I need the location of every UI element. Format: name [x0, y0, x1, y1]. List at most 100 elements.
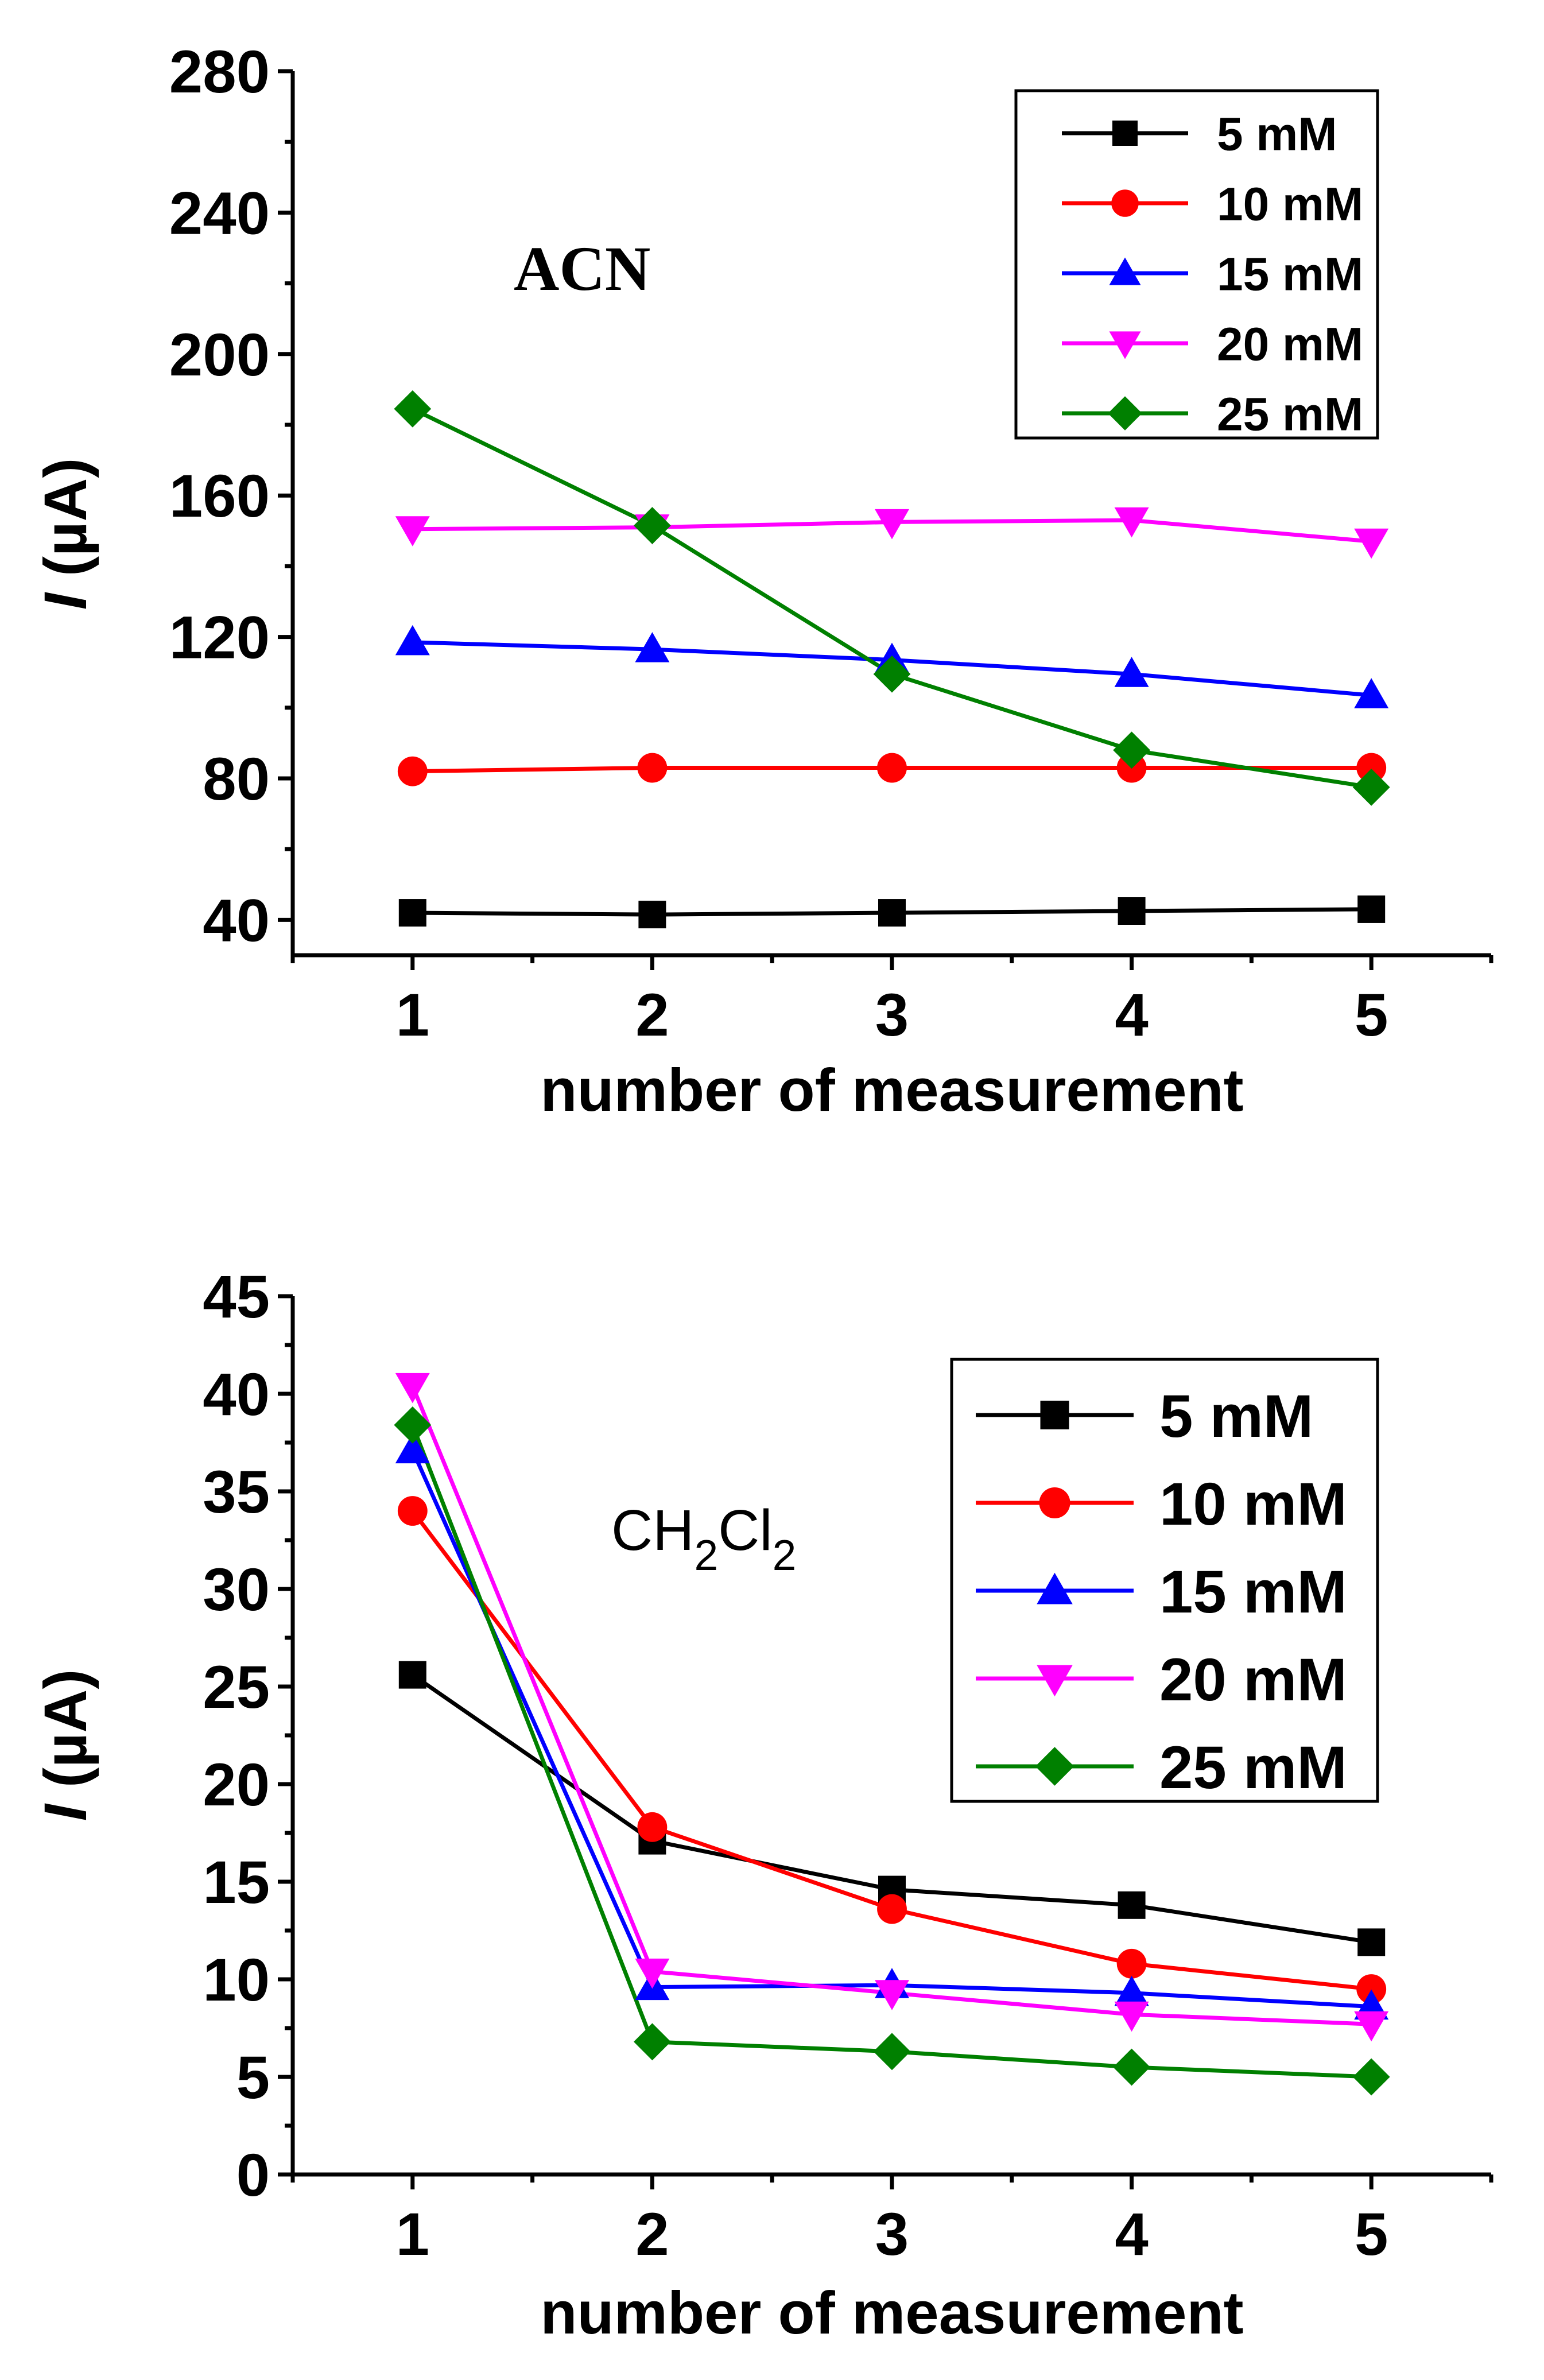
data-point [637, 1812, 668, 1842]
y-ticks: 0 5 10 15 20 25 30 35 40 45 [203, 1263, 293, 2209]
series-group [394, 1373, 1390, 2096]
legend: 5 mM 10 mM 15 mM 20 mM 25 mM [1014, 89, 1379, 441]
legend-label: 10 mM [1217, 179, 1363, 231]
legend-box [1014, 89, 1379, 440]
legend-marker [1039, 1487, 1070, 1518]
data-point [875, 509, 909, 540]
y-tick-label: 30 [203, 1556, 270, 1623]
legend-label: 10 mM [1159, 1471, 1347, 1538]
data-point [1113, 731, 1150, 769]
y-tick-label: 15 [203, 1849, 270, 1916]
data-point [1357, 1928, 1386, 1956]
y-tick-label: 0 [236, 2142, 270, 2209]
data-point [397, 756, 428, 786]
legend: 5 mM 10 mM 15 mM 20 mM 25 mM [950, 1358, 1379, 1803]
x-tick-label: 3 [875, 2201, 909, 2268]
data-point [873, 655, 911, 693]
y-tick-label: 10 [203, 1947, 270, 2014]
y-axis-title-symbol: I [32, 1803, 99, 1821]
data-point [634, 2023, 671, 2061]
x-tick-label: 5 [1355, 2201, 1388, 2268]
legend-label: 5 mM [1217, 108, 1337, 161]
y-tick-label: 40 [203, 1361, 270, 1428]
data-point [878, 899, 906, 927]
data-point [1352, 2058, 1390, 2096]
y-axis-title-unit: (µA) [32, 1669, 99, 1804]
y-axis-title-symbol: I [32, 592, 99, 610]
legend-marker [1111, 189, 1139, 217]
data-point [1357, 895, 1386, 923]
x-tick-label: 1 [396, 2201, 429, 2268]
x-ticks: 1 2 3 4 5 [290, 2174, 1493, 2268]
x-tick-label: 3 [875, 982, 909, 1049]
y-axis-title: I (µA) [32, 1669, 99, 1821]
chart-acn: 40 80 120 160 200 240 280 1 2 3 4 5 number of meas… [32, 38, 1493, 1124]
legend-marker [1037, 1665, 1073, 1697]
y-tick-label: 35 [203, 1459, 270, 1526]
legend-label: 15 mM [1217, 249, 1363, 301]
y-tick-label: 80 [203, 746, 270, 813]
data-point [1118, 1891, 1146, 1919]
y-axis-title: I (µA) [32, 458, 99, 610]
y-tick-label: 120 [169, 604, 270, 672]
data-point [1354, 2011, 1389, 2042]
data-point [1354, 678, 1389, 708]
legend-label: 25 mM [1159, 1734, 1347, 1801]
legend-marker [1040, 1401, 1069, 1429]
data-point [877, 1894, 907, 1924]
y-tick-label: 280 [169, 38, 270, 106]
y-tick-label: 5 [236, 2044, 270, 2111]
data-point [395, 1433, 430, 1464]
data-point [1356, 753, 1387, 783]
legend-marker [1035, 1747, 1074, 1786]
y-tick-label: 40 [203, 887, 270, 954]
legend-marker [1112, 121, 1138, 146]
data-point [398, 1661, 426, 1689]
legend-box [950, 1358, 1379, 1803]
data-point [394, 1406, 432, 1444]
y-tick-label: 240 [169, 180, 270, 247]
annotation-ch2cl2: CH2Cl2 [611, 1498, 796, 1579]
data-point [1352, 769, 1390, 806]
legend-label: 15 mM [1159, 1559, 1347, 1626]
x-tick-label: 2 [635, 982, 669, 1049]
y-axis-title-unit: (µA) [32, 458, 99, 593]
data-point [637, 753, 668, 783]
data-point [1114, 507, 1149, 538]
legend-marker [1109, 257, 1141, 285]
series-group [394, 390, 1390, 929]
legend-marker [1108, 396, 1142, 431]
x-tick-label: 1 [396, 982, 429, 1049]
data-point [1114, 657, 1149, 687]
data-point [395, 516, 430, 546]
legend-marker [1037, 1572, 1073, 1604]
legend-label: 25 mM [1217, 389, 1363, 441]
data-point [1354, 528, 1389, 559]
legend-label: 5 mM [1159, 1383, 1313, 1450]
data-point [873, 2033, 911, 2071]
data-point [877, 753, 907, 783]
x-axis-title: number of measurement [540, 2280, 1243, 2347]
data-point [1356, 1974, 1387, 2004]
x-tick-label: 5 [1355, 982, 1388, 1049]
y-tick-label: 160 [169, 463, 270, 530]
legend-label: 20 mM [1217, 319, 1363, 371]
data-point [1118, 897, 1146, 925]
data-point [394, 390, 432, 428]
series-line-25-mM [412, 407, 1372, 789]
data-point [635, 632, 670, 662]
data-point [1113, 2048, 1150, 2086]
data-point [395, 625, 430, 656]
data-point [398, 899, 426, 927]
data-point [638, 901, 666, 929]
y-tick-label: 45 [203, 1263, 270, 1331]
y-tick-label: 20 [203, 1751, 270, 1819]
y-tick-label: 200 [169, 321, 270, 389]
x-tick-label: 4 [1115, 2201, 1148, 2268]
data-point [1114, 2001, 1149, 2032]
data-point [395, 1373, 430, 1404]
data-point [634, 507, 671, 544]
x-axis-title: number of measurement [540, 1057, 1243, 1124]
